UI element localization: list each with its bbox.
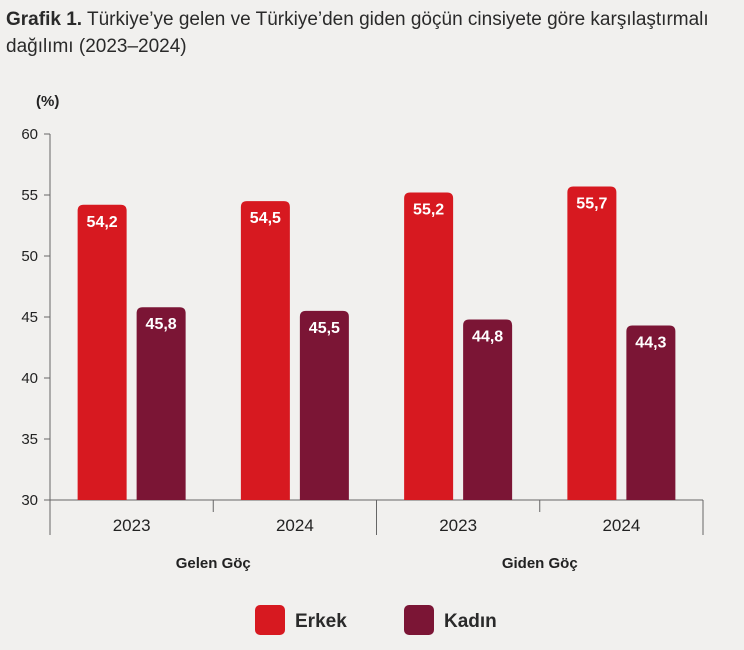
bar-erkek xyxy=(404,192,454,500)
bar-erkek xyxy=(240,201,290,500)
x-tick-label: 2024 xyxy=(602,516,640,535)
y-tick-label: 30 xyxy=(21,492,38,509)
bar-kadın xyxy=(136,307,186,500)
bar-erkek xyxy=(567,186,617,500)
legend-label-kadın: Kadın xyxy=(444,611,497,632)
bar-value-label: 45,5 xyxy=(309,320,340,337)
y-axis-unit-label: (%) xyxy=(36,93,59,110)
bar-kadın xyxy=(626,325,676,500)
y-axis: 30 35 40 45 50 55 60 xyxy=(21,126,51,509)
x-group-label: Gelen Göç xyxy=(176,555,251,572)
bar-value-label: 54,5 xyxy=(250,210,281,227)
legend: Erkek Kadın xyxy=(255,605,497,635)
y-tick-label: 45 xyxy=(21,309,38,326)
y-tick-label: 35 xyxy=(21,431,38,448)
bar-value-label: 45,8 xyxy=(146,316,177,333)
bars-layer: 54,2 54,5 55,2 55,7 45,8 45,5 44,8 44,3 xyxy=(77,186,676,500)
y-tick-label: 50 xyxy=(21,248,38,265)
chart-title-text: Türkiye’ye gelen ve Türkiye’den giden gö… xyxy=(6,9,709,57)
x-axis: 2023 2024 2023 2024 Gelen Göç Giden Göç xyxy=(49,499,704,572)
chart-title-prefix: Grafik 1. xyxy=(6,9,83,30)
bar-value-label: 44,8 xyxy=(472,328,503,345)
x-tick-label: 2023 xyxy=(439,516,477,535)
legend-label-erkek: Erkek xyxy=(295,611,347,632)
x-tick-label: 2024 xyxy=(276,516,314,535)
bar-value-label: 55,7 xyxy=(576,195,607,212)
bar-value-label: 54,2 xyxy=(87,214,118,231)
y-tick-label: 55 xyxy=(21,187,38,204)
bar-value-label: 55,2 xyxy=(413,202,444,219)
y-tick-label: 40 xyxy=(21,370,38,387)
bar-value-label: 44,3 xyxy=(635,335,666,352)
chart-title: Grafik 1. Türkiye’ye gelen ve Türkiye’de… xyxy=(6,6,736,60)
x-group-label: Giden Göç xyxy=(502,555,578,572)
bar-kadın xyxy=(463,319,513,500)
legend-swatch-kadın xyxy=(404,605,434,635)
bar-kadın xyxy=(299,310,349,500)
y-tick-label: 60 xyxy=(21,126,38,143)
x-tick-label: 2023 xyxy=(113,516,151,535)
legend-swatch-erkek xyxy=(255,605,285,635)
bar-erkek xyxy=(77,204,127,500)
